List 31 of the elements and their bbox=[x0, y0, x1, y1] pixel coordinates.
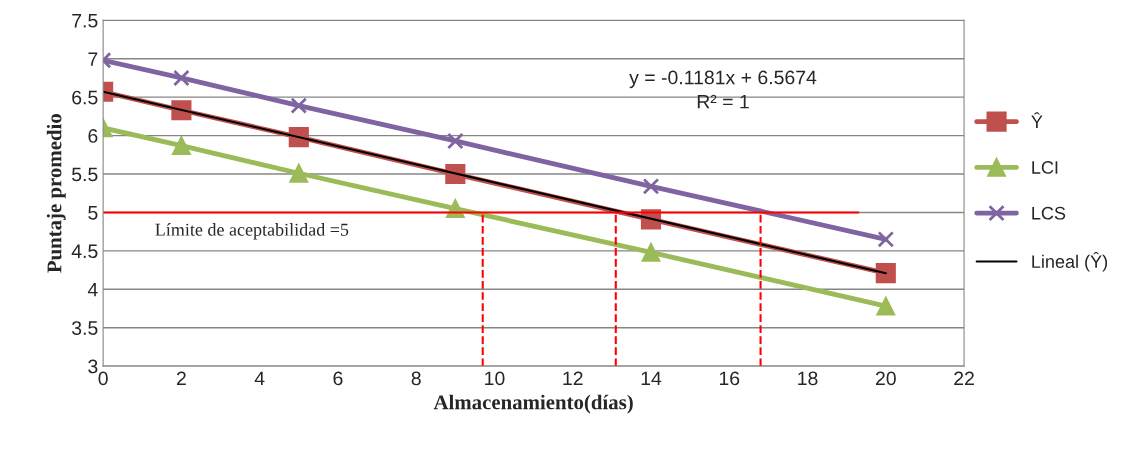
x-axis-title: Almacenamiento(días) bbox=[433, 394, 633, 414]
y-tick-label: 3.5 bbox=[71, 321, 98, 335]
y-axis-title: Puntaje promedio bbox=[46, 114, 66, 273]
legend-label: LCS bbox=[1032, 206, 1066, 220]
x-tick-label: 14 bbox=[641, 371, 662, 386]
y-tick-label: 7.5 bbox=[72, 14, 98, 28]
x-tick-label: 0 bbox=[98, 371, 108, 386]
y-tick-label: 6 bbox=[88, 129, 98, 143]
y-tick-label: 7 bbox=[88, 52, 98, 66]
x-tick-label: 22 bbox=[954, 371, 974, 386]
annotation: y = -0.1181x + 6.5674 bbox=[629, 70, 817, 89]
annotation: R² = 1 bbox=[697, 94, 749, 109]
x-tick-label: 4 bbox=[254, 371, 265, 386]
y-tick-label: 4.5 bbox=[71, 244, 98, 259]
legend-label: Ŷ bbox=[1031, 112, 1043, 128]
x-tick-label: 2 bbox=[176, 371, 186, 386]
annotation: Límite de aceptabilidad =5 bbox=[155, 223, 349, 240]
y-tick-label: 5 bbox=[88, 206, 98, 220]
y-tick-label: 5.5 bbox=[72, 167, 98, 182]
legend-label: Lineal (Ŷ) bbox=[1032, 252, 1108, 272]
x-tick-label: 10 bbox=[485, 371, 505, 386]
y-tick-label: 6.5 bbox=[72, 90, 98, 105]
x-tick-label: 6 bbox=[333, 371, 343, 386]
legend-label: LCI bbox=[1032, 161, 1058, 174]
x-tick-label: 20 bbox=[875, 371, 896, 386]
x-tick-label: 16 bbox=[719, 371, 740, 386]
x-tick-label: 12 bbox=[563, 371, 583, 386]
x-tick-label: 8 bbox=[411, 371, 421, 386]
x-tick-label: 18 bbox=[798, 371, 818, 386]
y-tick-label: 3 bbox=[88, 359, 98, 374]
y-tick-label: 4 bbox=[87, 282, 98, 297]
